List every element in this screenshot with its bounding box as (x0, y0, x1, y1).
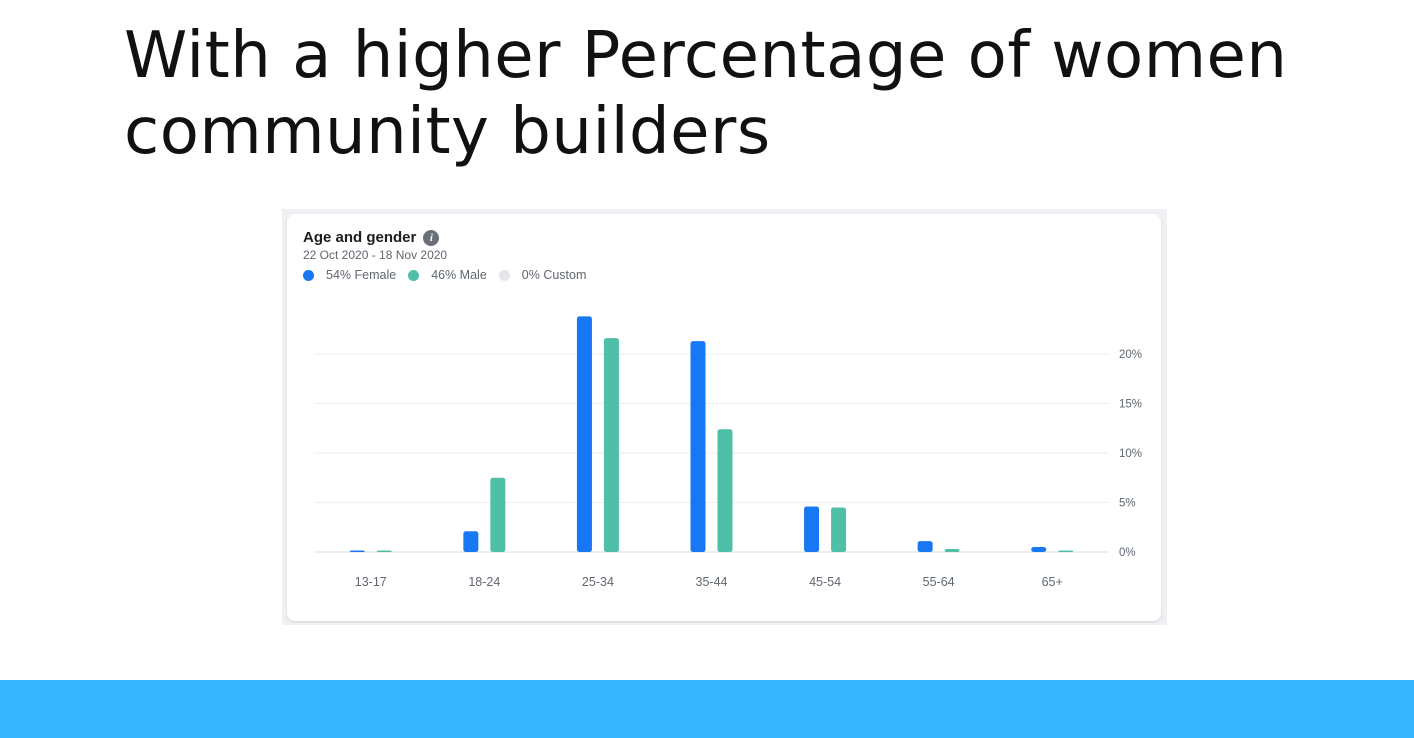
legend-label-custom: 0% Custom (521, 268, 587, 282)
legend: 54% Female 46% Male 0% Custom (303, 268, 598, 282)
bar-female (804, 506, 820, 552)
legend-dot-custom (498, 269, 510, 281)
x-tick-label: 13-17 (355, 575, 387, 589)
x-tick-label: 55-64 (923, 575, 955, 589)
bar-female (1031, 547, 1047, 552)
legend-item-custom: 0% Custom (498, 268, 587, 282)
x-tick-label: 35-44 (696, 575, 728, 589)
info-icon[interactable]: i (423, 229, 440, 246)
y-tick-label: 0% (1119, 547, 1136, 559)
date-range: 22 Oct 2020 - 18 Nov 2020 (303, 248, 448, 262)
x-tick-label: 25-34 (582, 575, 614, 589)
y-tick-label: 10% (1119, 448, 1142, 460)
legend-item-male: 46% Male (408, 268, 487, 282)
bar-male (376, 550, 392, 552)
bar-male (1058, 550, 1074, 552)
bar-chart: 0% 5% 10% 15% 20% 13-17 18-24 25-34 35-44 45-54 55… (314, 316, 1142, 589)
bar-male (717, 429, 733, 552)
bar-male (490, 477, 506, 552)
bar-female (463, 531, 479, 552)
slide-title: With a higher Percentage of women commun… (124, 19, 1288, 169)
bar-female (690, 341, 706, 552)
card-title-row: Age and gender i (303, 229, 598, 246)
bar-female (917, 541, 933, 552)
x-tick-label: 18-24 (468, 575, 500, 589)
legend-dot-female (303, 269, 314, 281)
legend-label-male: 46% Male (431, 268, 487, 282)
card-header: Age and gender i 22 Oct 2020 - 18 Nov 20… (303, 229, 598, 282)
x-tick-label: 45-54 (809, 575, 841, 589)
x-tick-label: 65+ (1042, 575, 1063, 589)
bar-female (349, 550, 365, 552)
legend-dot-male (408, 269, 420, 281)
y-tick-label: 15% (1119, 399, 1142, 411)
age-gender-card: Age and gender i 22 Oct 2020 - 18 Nov 20… (287, 214, 1161, 621)
bar-male (603, 338, 619, 552)
bar-female (576, 316, 592, 552)
bar-male (944, 549, 960, 552)
bottom-band (0, 680, 1414, 738)
chart-frame: Age and gender i 22 Oct 2020 - 18 Nov 20… (282, 209, 1167, 625)
bar-male (831, 507, 847, 552)
legend-item-female: 54% Female (303, 268, 396, 282)
y-tick-label: 20% (1119, 349, 1142, 361)
legend-label-female: 54% Female (326, 268, 397, 282)
y-tick-label: 5% (1119, 498, 1136, 510)
card-title: Age and gender (303, 229, 417, 246)
